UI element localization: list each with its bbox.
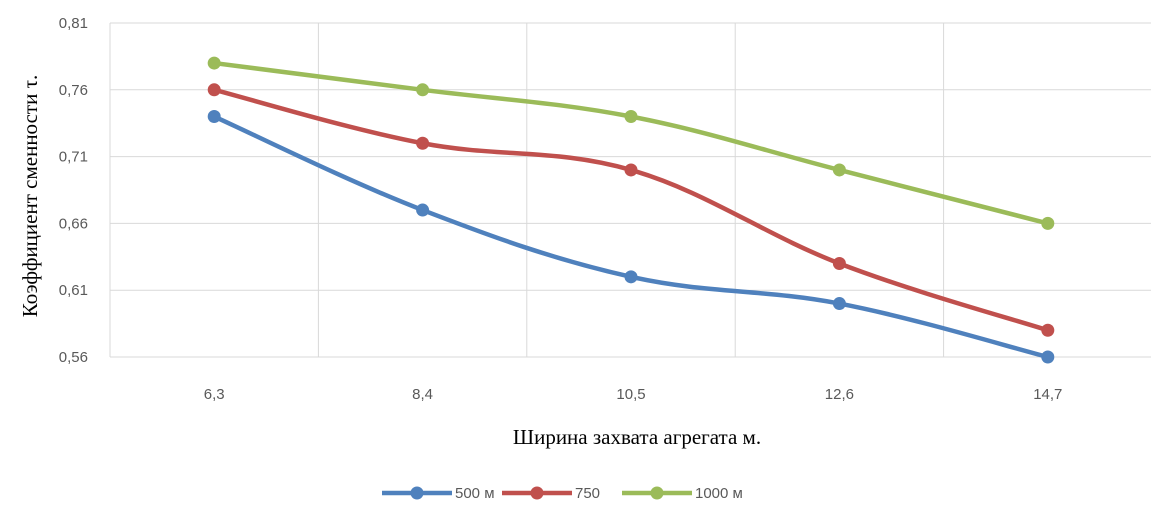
data-point — [207, 56, 221, 70]
x-tick-label: 10,5 — [616, 386, 645, 403]
x-tick-label: 12,6 — [825, 386, 854, 403]
legend-label: 1000 м — [695, 485, 743, 502]
data-point — [207, 83, 221, 97]
data-point — [624, 163, 638, 177]
data-point — [1041, 323, 1055, 337]
data-point — [416, 203, 430, 217]
x-tick-label: 6,3 — [204, 386, 225, 403]
data-point — [832, 297, 846, 311]
legend-marker — [410, 486, 424, 500]
x-tick-label: 14,7 — [1033, 386, 1062, 403]
series-line — [211, 114, 1051, 360]
y-tick-label: 0,76 — [59, 82, 88, 99]
series-layer — [207, 56, 1055, 364]
series-line — [211, 87, 1051, 333]
data-point — [207, 110, 221, 124]
legend-item: 500 м — [382, 485, 495, 502]
legend-item: 1000 м — [622, 485, 743, 502]
series-3 — [207, 56, 1055, 230]
series-2 — [207, 83, 1055, 337]
legend-marker — [530, 486, 544, 500]
y-tick-label: 0,71 — [59, 149, 88, 166]
y-axis-title: Коэффициент сменности τ. — [18, 75, 42, 318]
data-point — [832, 163, 846, 177]
legend: 500 м 750 1000 м — [382, 485, 743, 502]
y-tick-label: 0,56 — [59, 349, 88, 366]
y-tick-labels: 0,56 0,61 0,66 0,71 0,76 0,81 — [59, 15, 88, 366]
series-1 — [207, 110, 1055, 364]
x-tick-labels: 6,3 8,4 10,5 12,6 14,7 — [204, 386, 1063, 403]
y-tick-label: 0,61 — [59, 282, 88, 299]
data-point — [1041, 350, 1055, 364]
legend-label: 750 — [575, 485, 600, 502]
x-axis-title: Ширина захвата агрегата м. — [513, 425, 761, 449]
x-tick-label: 8,4 — [412, 386, 433, 403]
y-tick-label: 0,81 — [59, 15, 88, 32]
data-point — [416, 136, 430, 150]
legend-label: 500 м — [455, 485, 495, 502]
data-point — [624, 110, 638, 124]
legend-item: 750 — [502, 485, 600, 502]
data-point — [624, 270, 638, 284]
data-point — [1041, 216, 1055, 230]
legend-marker — [650, 486, 664, 500]
data-point — [416, 83, 430, 97]
series-line — [211, 60, 1051, 226]
grid — [109, 22, 1151, 358]
y-tick-label: 0,66 — [59, 215, 88, 232]
data-point — [832, 256, 846, 270]
